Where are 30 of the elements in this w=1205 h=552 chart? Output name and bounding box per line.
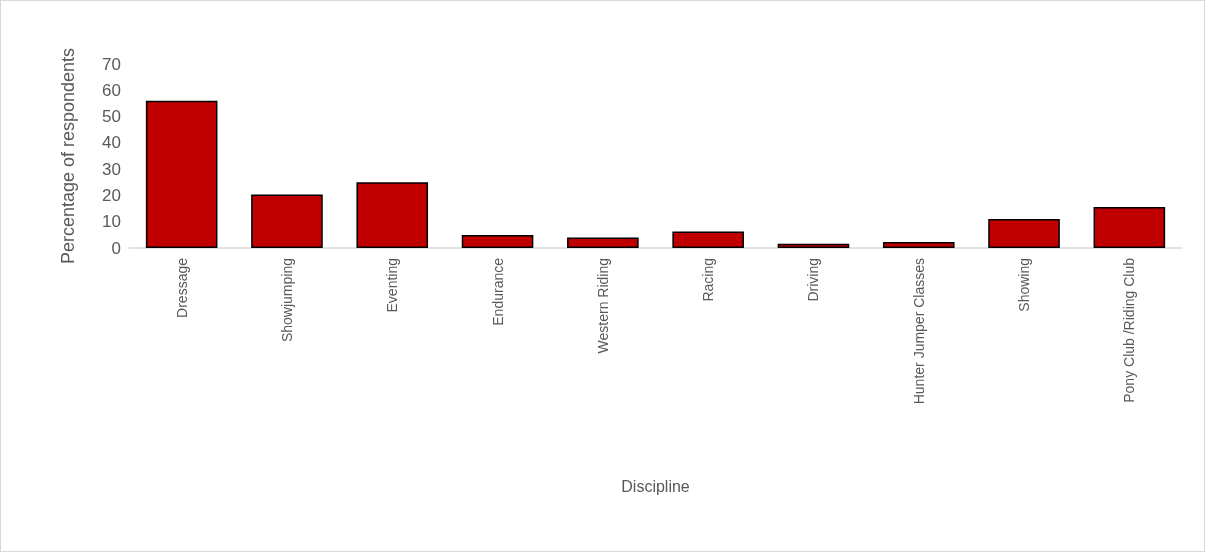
x-tick-label: Dressage — [173, 257, 190, 318]
y-tick-label: 60 — [102, 80, 121, 100]
x-tick-label: Hunter Jumper Classes — [910, 258, 927, 405]
x-tick-label: Eventing — [384, 258, 401, 313]
y-tick-label: 50 — [102, 107, 121, 127]
y-axis-title: Percentage of respondents — [58, 47, 78, 265]
x-axis-title: Discipline — [621, 477, 690, 495]
bar — [251, 194, 323, 248]
x-tick-label: Racing — [700, 258, 717, 302]
bar — [988, 219, 1060, 248]
y-tick-label: 40 — [102, 133, 121, 153]
bar — [1093, 206, 1166, 248]
bar — [356, 182, 429, 248]
y-tick-label: 30 — [102, 159, 121, 179]
y-tick-label: 20 — [102, 185, 121, 205]
y-tick-label: 10 — [102, 212, 121, 232]
bar — [777, 243, 850, 248]
x-tick-label: Pony Club /Riding Club — [1121, 257, 1138, 403]
x-tick-label: Driving — [805, 258, 822, 302]
bar — [567, 237, 639, 248]
bar — [672, 231, 744, 248]
bar — [461, 235, 534, 248]
x-tick-label: Endurance — [489, 257, 506, 326]
bar — [145, 100, 218, 248]
x-tick-label: Showjumping — [278, 258, 295, 343]
y-tick-label: 0 — [111, 238, 121, 258]
bar — [882, 241, 955, 248]
x-tick-label: Western Riding — [594, 258, 611, 354]
x-tick-label: Showing — [1016, 258, 1033, 312]
y-tick-label: 70 — [102, 54, 121, 74]
